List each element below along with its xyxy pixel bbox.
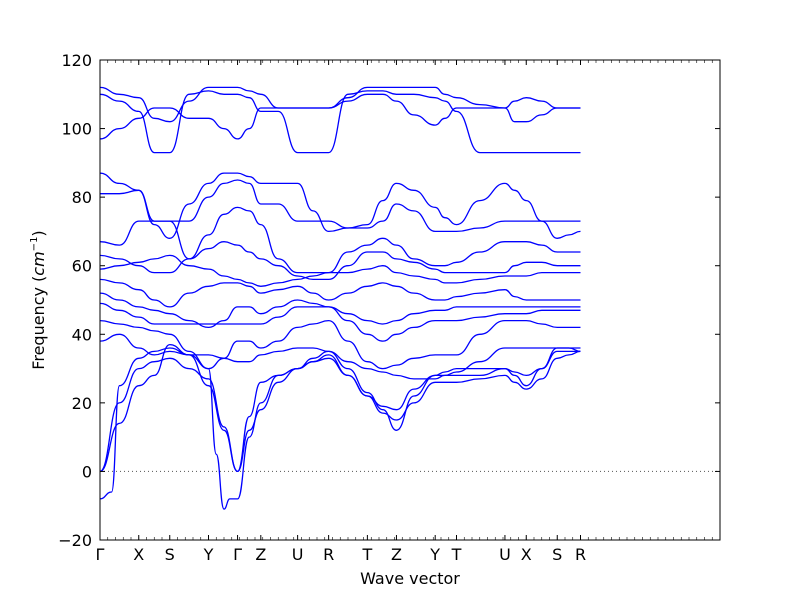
x-tick-label: Y bbox=[429, 545, 440, 564]
y-tick-label: 20 bbox=[72, 394, 92, 413]
y-tick-label: 120 bbox=[61, 51, 92, 70]
band-line-9 bbox=[100, 278, 581, 308]
band-line-12 bbox=[100, 319, 581, 370]
plot-area bbox=[100, 86, 720, 510]
y-axis-label-exponent: −1 bbox=[29, 237, 40, 252]
y-tick-label: 0 bbox=[82, 462, 92, 481]
y-axis-label-text: Frequency bbox=[29, 287, 48, 370]
band-line-10 bbox=[100, 292, 581, 329]
band-line-1 bbox=[100, 86, 581, 123]
y-tick-label: 60 bbox=[72, 257, 92, 276]
band-line-5 bbox=[100, 179, 581, 233]
x-tick-label: T bbox=[451, 545, 462, 564]
x-tick-label: X bbox=[521, 545, 532, 564]
x-tick-label: Γ bbox=[233, 545, 242, 564]
y-axis-label-paren-open: ( bbox=[29, 276, 48, 287]
y-axis-label-unit: cm bbox=[29, 251, 48, 275]
x-tick-label: Z bbox=[255, 545, 266, 564]
x-tick-label: U bbox=[499, 545, 511, 564]
y-tick-label: 100 bbox=[61, 120, 92, 139]
x-tick-label: Z bbox=[391, 545, 402, 564]
y-axis-label-paren-close: ) bbox=[29, 230, 48, 236]
y-axis: −20 0 20 40 60 80 100 120 bbox=[58, 51, 720, 550]
x-tick-label: S bbox=[552, 545, 562, 564]
band-lines bbox=[100, 86, 581, 510]
x-tick-label: R bbox=[575, 545, 586, 564]
x-tick-label: Γ bbox=[96, 545, 105, 564]
x-axis-label: Wave vector bbox=[360, 569, 460, 588]
band-line-7 bbox=[100, 241, 581, 281]
band-line-3 bbox=[100, 93, 581, 140]
y-tick-label: 40 bbox=[72, 325, 92, 344]
band-line-16 bbox=[100, 347, 581, 510]
x-tick-label: T bbox=[361, 545, 372, 564]
x-tick-label: R bbox=[323, 545, 334, 564]
x-tick-label: Y bbox=[203, 545, 214, 564]
y-tick-label: −20 bbox=[58, 531, 92, 550]
y-tick-label: 80 bbox=[72, 188, 92, 207]
band-line-2 bbox=[100, 90, 581, 154]
x-tick-label: X bbox=[133, 545, 144, 564]
x-tick-label: U bbox=[292, 545, 304, 564]
band-line-8 bbox=[100, 254, 581, 287]
band-line-11 bbox=[100, 302, 581, 342]
x-tick-label: S bbox=[165, 545, 175, 564]
y-axis-label: Frequency (cm−1) bbox=[29, 230, 48, 369]
